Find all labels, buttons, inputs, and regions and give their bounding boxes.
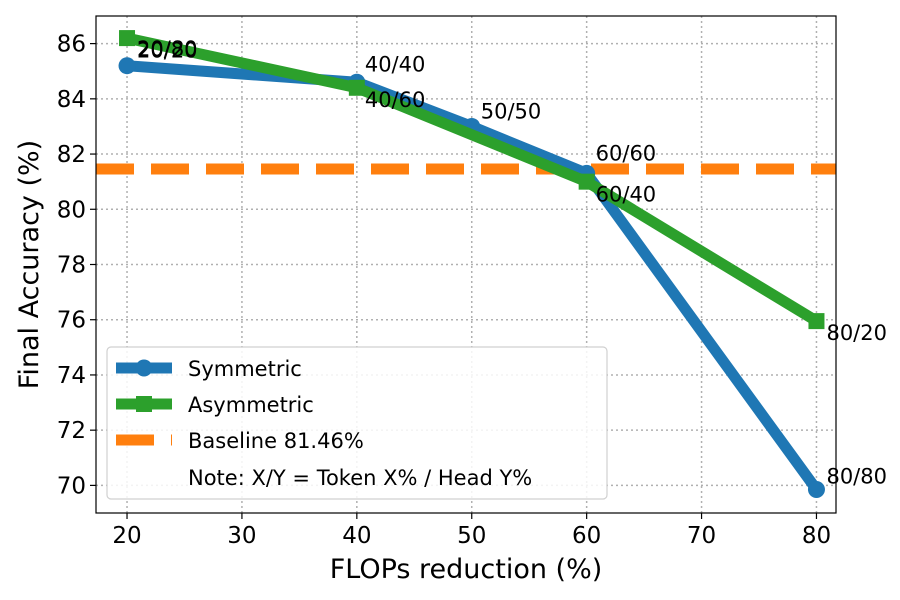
legend-asymmetric-label: Asymmetric bbox=[188, 393, 314, 417]
point-label-symmetric: 60/60 bbox=[596, 141, 657, 165]
y-tick-label: 82 bbox=[57, 142, 86, 168]
data-point-symmetric bbox=[118, 57, 136, 75]
legend-symmetric-marker bbox=[135, 359, 153, 377]
y-tick-label: 74 bbox=[57, 363, 86, 389]
series-layer bbox=[118, 30, 825, 499]
point-label-asymmetric: 20/80 bbox=[137, 37, 198, 61]
x-axis-label: FLOPs reduction (%) bbox=[330, 554, 603, 585]
y-tick-label: 72 bbox=[57, 418, 86, 444]
data-point-asymmetric bbox=[808, 313, 825, 330]
y-tick-label: 76 bbox=[57, 308, 86, 334]
x-tick-label: 50 bbox=[457, 523, 486, 549]
annotation-layer: 20/8040/6060/4080/2020/2040/4050/5060/60… bbox=[137, 37, 887, 488]
x-tick-label: 40 bbox=[342, 523, 371, 549]
point-label-symmetric: 50/50 bbox=[481, 99, 542, 123]
legend: Symmetric Asymmetric Baseline 81.46% Not… bbox=[106, 346, 608, 500]
x-tick-label: 70 bbox=[687, 523, 716, 549]
x-tick-label: 60 bbox=[572, 523, 601, 549]
data-point-asymmetric bbox=[578, 173, 595, 190]
y-tick-label: 78 bbox=[57, 253, 86, 279]
legend-baseline-label: Baseline 81.46% bbox=[188, 429, 364, 453]
x-tick-label: 80 bbox=[802, 523, 831, 549]
point-label-symmetric: 20/20 bbox=[137, 39, 198, 63]
data-point-asymmetric bbox=[348, 79, 365, 96]
legend-asymmetric-marker bbox=[136, 396, 152, 412]
y-tick-label: 80 bbox=[57, 197, 86, 223]
data-point-asymmetric bbox=[119, 30, 136, 47]
y-tick-label: 70 bbox=[57, 473, 86, 499]
point-label-symmetric: 40/40 bbox=[365, 52, 426, 76]
x-axis-ticks: 20 30 40 50 60 70 80 bbox=[112, 513, 831, 549]
y-tick-label: 84 bbox=[57, 87, 86, 113]
x-tick-label: 30 bbox=[227, 523, 256, 549]
legend-note: Note: X/Y = Token X% / Head Y% bbox=[188, 466, 532, 490]
y-axis-ticks: 70 72 74 76 78 80 82 84 86 bbox=[57, 32, 96, 499]
x-tick-label: 20 bbox=[112, 523, 141, 549]
data-point-symmetric bbox=[807, 481, 825, 499]
y-tick-label: 86 bbox=[57, 32, 86, 58]
legend-symmetric-label: Symmetric bbox=[188, 357, 302, 381]
series-line-asymmetric bbox=[125, 32, 820, 326]
point-label-asymmetric: 40/60 bbox=[365, 88, 426, 112]
legend-box bbox=[106, 346, 608, 500]
y-axis-label: Final Accuracy (%) bbox=[14, 140, 45, 389]
point-label-asymmetric: 60/40 bbox=[596, 183, 657, 207]
